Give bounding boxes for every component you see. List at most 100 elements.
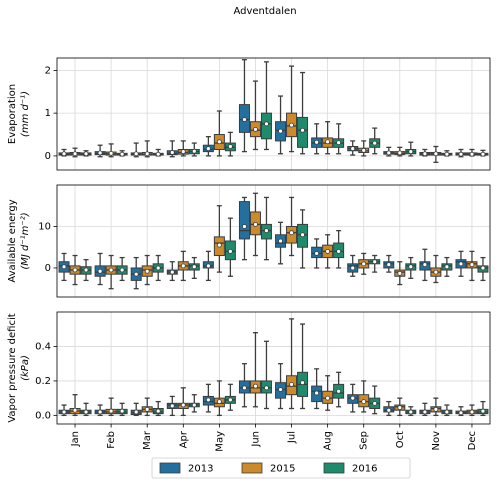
mean-marker — [155, 408, 161, 414]
mean-marker — [458, 151, 464, 157]
mean-marker — [169, 269, 175, 275]
legend-label: 2016 — [352, 464, 377, 475]
mean-marker — [227, 144, 233, 149]
mean-marker — [325, 248, 331, 254]
mean-marker — [97, 409, 103, 415]
mean-marker — [108, 150, 114, 156]
x-tick-label: Oct — [395, 431, 406, 448]
mean-marker — [253, 222, 258, 227]
x-tick-label: Dec — [467, 431, 478, 450]
mean-marker — [444, 151, 450, 157]
mean-marker — [205, 263, 211, 269]
mean-marker — [386, 262, 392, 268]
mean-marker — [469, 262, 475, 268]
mean-marker — [397, 405, 403, 411]
x-tick-label: May — [214, 431, 225, 452]
mean-marker — [300, 380, 305, 386]
y-tick-label: 10 — [38, 221, 51, 232]
y-axis-label: Evaporation — [7, 84, 18, 144]
mean-marker — [144, 268, 150, 274]
mean-marker — [336, 388, 342, 394]
mean-marker — [372, 259, 378, 265]
mean-marker — [469, 409, 475, 415]
mean-marker — [372, 400, 378, 406]
mean-marker — [191, 148, 197, 154]
y-tick-label: 0.4 — [35, 341, 51, 352]
x-tick-label: Apr — [178, 430, 189, 448]
mean-marker — [191, 264, 197, 270]
mean-marker — [205, 146, 211, 152]
mean-marker — [119, 151, 125, 157]
mean-marker — [408, 264, 414, 270]
legend-label: 2015 — [270, 464, 295, 475]
x-tick-label: Feb — [106, 431, 117, 449]
mean-marker — [264, 121, 269, 127]
mean-marker — [372, 140, 378, 146]
mean-marker — [61, 409, 67, 415]
mean-marker — [83, 267, 89, 273]
mean-marker — [216, 399, 222, 405]
mean-marker — [278, 128, 283, 134]
mean-marker — [133, 409, 139, 415]
mean-marker — [180, 263, 186, 269]
mean-marker — [350, 146, 356, 152]
y-axis-label: (mm d⁻¹) — [20, 91, 31, 137]
x-tick-label: Aug — [323, 431, 334, 451]
mean-marker — [314, 139, 320, 145]
mean-marker — [108, 267, 114, 273]
mean-marker — [119, 267, 125, 273]
legend-swatch — [241, 462, 263, 474]
mean-marker — [433, 406, 439, 412]
mean-marker — [422, 262, 428, 268]
mean-marker — [242, 224, 247, 229]
y-axis-label: Available energy — [7, 199, 18, 282]
y-tick-label: 0 — [45, 151, 51, 162]
mean-marker — [325, 395, 331, 401]
y-axis-label: (MJ d⁻¹m⁻²) — [20, 212, 31, 269]
mean-marker — [227, 248, 233, 254]
x-tick-label: Mar — [142, 430, 153, 450]
mean-marker — [83, 151, 89, 157]
legend-swatch — [323, 462, 345, 474]
mean-marker — [386, 150, 392, 156]
mean-marker — [336, 248, 342, 254]
mean-marker — [169, 150, 175, 155]
mean-marker — [422, 151, 428, 157]
mean-marker — [433, 269, 439, 275]
mean-marker — [216, 242, 222, 248]
mean-marker — [350, 265, 356, 271]
mean-marker — [289, 230, 294, 236]
axes-frame — [56, 311, 491, 425]
mean-marker — [444, 264, 450, 270]
legend: 2013 2015 2016 — [151, 457, 411, 479]
mean-marker — [191, 402, 197, 408]
y-axis-label: Vapor pressure deficit — [7, 313, 18, 422]
mean-marker — [422, 409, 428, 415]
mean-marker — [408, 149, 414, 155]
y-tick-label: 2 — [45, 65, 51, 76]
mean-marker — [458, 410, 464, 416]
mean-marker — [242, 385, 247, 391]
x-tick-label: Sep — [359, 431, 370, 450]
chart-title: Adventdalen — [233, 6, 296, 17]
mean-marker — [253, 383, 258, 389]
x-tick-label: Nov — [431, 431, 442, 451]
mean-marker — [61, 151, 67, 157]
mean-marker — [155, 265, 161, 271]
mean-marker — [300, 232, 305, 238]
mean-marker — [264, 228, 269, 234]
mean-marker — [61, 264, 67, 270]
mean-marker — [97, 150, 103, 156]
mean-marker — [216, 139, 222, 145]
y-axis-label: (kPa) — [20, 355, 31, 381]
mean-marker — [169, 403, 175, 409]
mean-marker — [480, 151, 486, 157]
mean-marker — [469, 151, 475, 157]
mean-marker — [386, 407, 392, 413]
mean-marker — [314, 390, 320, 396]
mean-marker — [278, 387, 283, 392]
mean-marker — [97, 268, 103, 274]
mean-marker — [408, 409, 414, 415]
mean-marker — [397, 270, 403, 276]
